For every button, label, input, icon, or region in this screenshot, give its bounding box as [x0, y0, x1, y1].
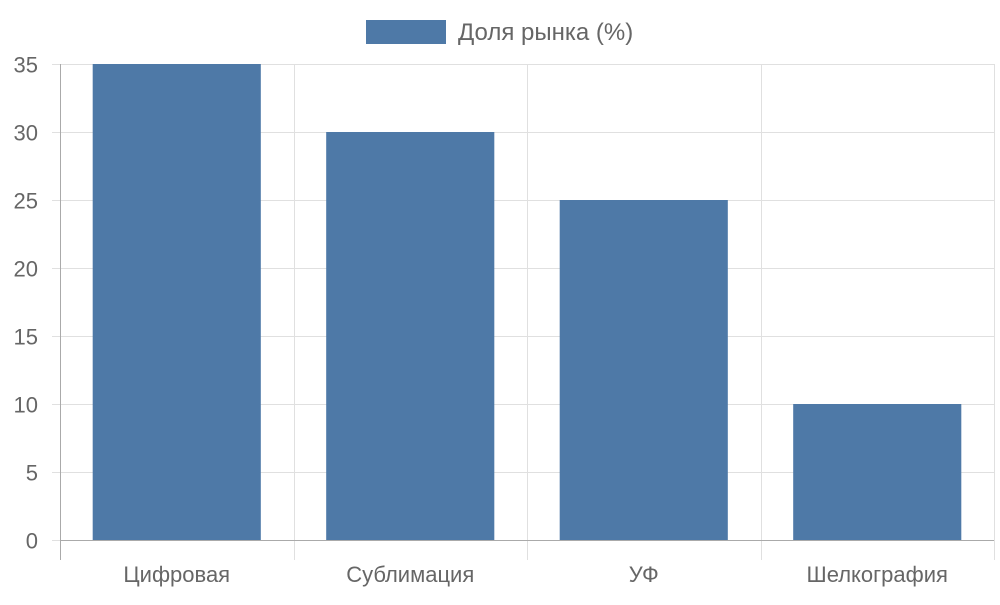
y-tick-label: 35: [14, 53, 38, 78]
bar-3[interactable]: [559, 200, 728, 540]
y-tick-label: 0: [26, 529, 38, 554]
bar-1[interactable]: [92, 64, 261, 540]
legend-label: Доля рынка (%): [458, 19, 633, 46]
x-tick-label: Шелкография: [807, 562, 948, 587]
axes-layer: 0 5 10 15 20 25 30 35 Цифровая Сублимация УФ Шелког…: [14, 53, 994, 587]
x-tick-label: Сублимация: [346, 562, 474, 587]
legend[interactable]: Доля рынка (%): [366, 19, 633, 46]
bars-layer: [92, 64, 962, 540]
y-tick-label: 10: [14, 393, 38, 418]
y-tick-label: 5: [26, 461, 38, 486]
x-tick-label: Цифровая: [123, 562, 230, 587]
y-tick-label: 15: [14, 325, 38, 350]
bar-4[interactable]: [793, 404, 962, 540]
bar-2[interactable]: [326, 132, 495, 540]
y-tick-label: 20: [14, 257, 38, 282]
y-tick-label: 30: [14, 121, 38, 146]
y-tick-label: 25: [14, 189, 38, 214]
x-tick-label: УФ: [629, 562, 659, 587]
legend-swatch: [366, 20, 446, 44]
